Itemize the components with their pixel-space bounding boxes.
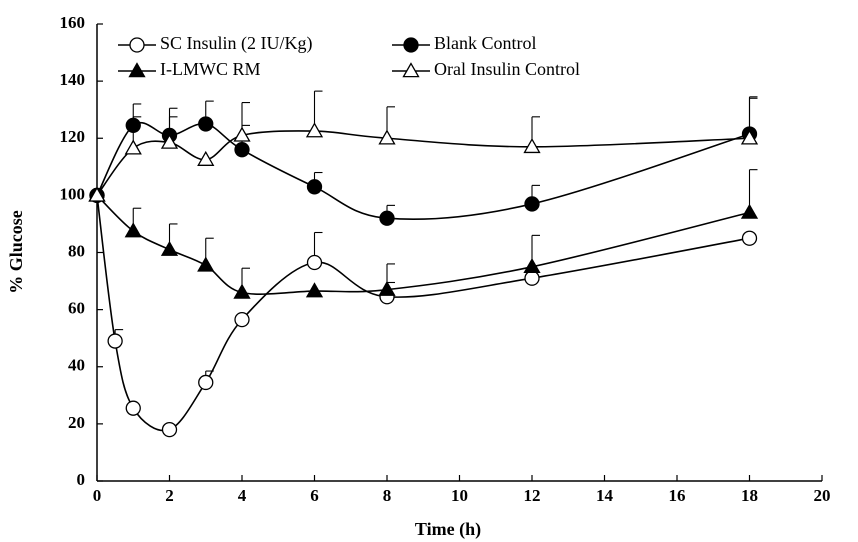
marker	[197, 256, 215, 272]
x-axis-label: Time (h)	[415, 519, 481, 540]
marker	[198, 116, 214, 132]
marker	[740, 203, 759, 219]
marker	[197, 150, 215, 166]
y-tick-label: 160	[60, 13, 86, 32]
y-tick-label: 80	[68, 241, 85, 260]
marker	[233, 126, 251, 142]
y-tick-label: 60	[68, 299, 85, 318]
marker	[306, 254, 323, 271]
marker	[124, 222, 142, 238]
marker	[234, 142, 250, 158]
marker	[160, 133, 179, 149]
y-tick-label: 0	[77, 470, 86, 489]
marker	[741, 230, 758, 246]
x-tick-label: 18	[741, 486, 758, 505]
marker	[125, 400, 141, 416]
marker	[306, 179, 323, 195]
y-tick-label: 100	[60, 184, 86, 203]
marker	[524, 196, 540, 212]
legend-marker	[129, 37, 145, 53]
series-line	[96, 121, 750, 220]
marker	[160, 240, 179, 256]
marker	[305, 282, 324, 298]
legend-marker	[402, 62, 420, 78]
marker	[125, 117, 141, 134]
marker	[379, 210, 395, 226]
x-tick-label: 16	[669, 486, 686, 505]
legend-marker	[403, 37, 419, 53]
series-line	[96, 195, 750, 432]
marker	[524, 270, 540, 286]
marker	[233, 283, 251, 299]
x-tick-label: 10	[451, 486, 468, 505]
marker	[378, 129, 396, 145]
x-tick-label: 2	[165, 486, 174, 505]
y-tick-label: 140	[60, 70, 86, 89]
marker	[124, 139, 142, 155]
x-tick-label: 0	[93, 486, 102, 505]
y-tick-label: 40	[68, 356, 85, 375]
marker	[88, 186, 106, 202]
x-tick-label: 4	[238, 486, 247, 505]
x-tick-label: 14	[596, 486, 614, 505]
marker	[198, 374, 214, 391]
marker	[305, 122, 324, 138]
y-axis-label: % Glucose	[6, 210, 26, 294]
marker	[740, 129, 759, 145]
marker	[107, 333, 123, 349]
legend-label: Blank Control	[434, 33, 537, 53]
legend-label: I-LMWC RM	[160, 59, 261, 79]
legend-marker	[128, 62, 146, 78]
legend-label: Oral Insulin Control	[434, 59, 580, 79]
y-tick-label: 20	[68, 413, 85, 432]
y-tick-label: 120	[60, 127, 86, 146]
x-tick-label: 8	[383, 486, 392, 505]
series-line	[96, 194, 750, 295]
marker	[161, 421, 178, 438]
x-tick-label: 12	[524, 486, 541, 505]
x-tick-label: 6	[310, 486, 319, 505]
x-tick-label: 20	[814, 486, 831, 505]
series-line	[96, 130, 750, 196]
marker	[378, 280, 396, 296]
marker	[523, 138, 541, 154]
legend-label: SC Insulin (2 IU/Kg)	[160, 33, 313, 54]
marker	[234, 311, 250, 328]
marker	[523, 257, 541, 274]
